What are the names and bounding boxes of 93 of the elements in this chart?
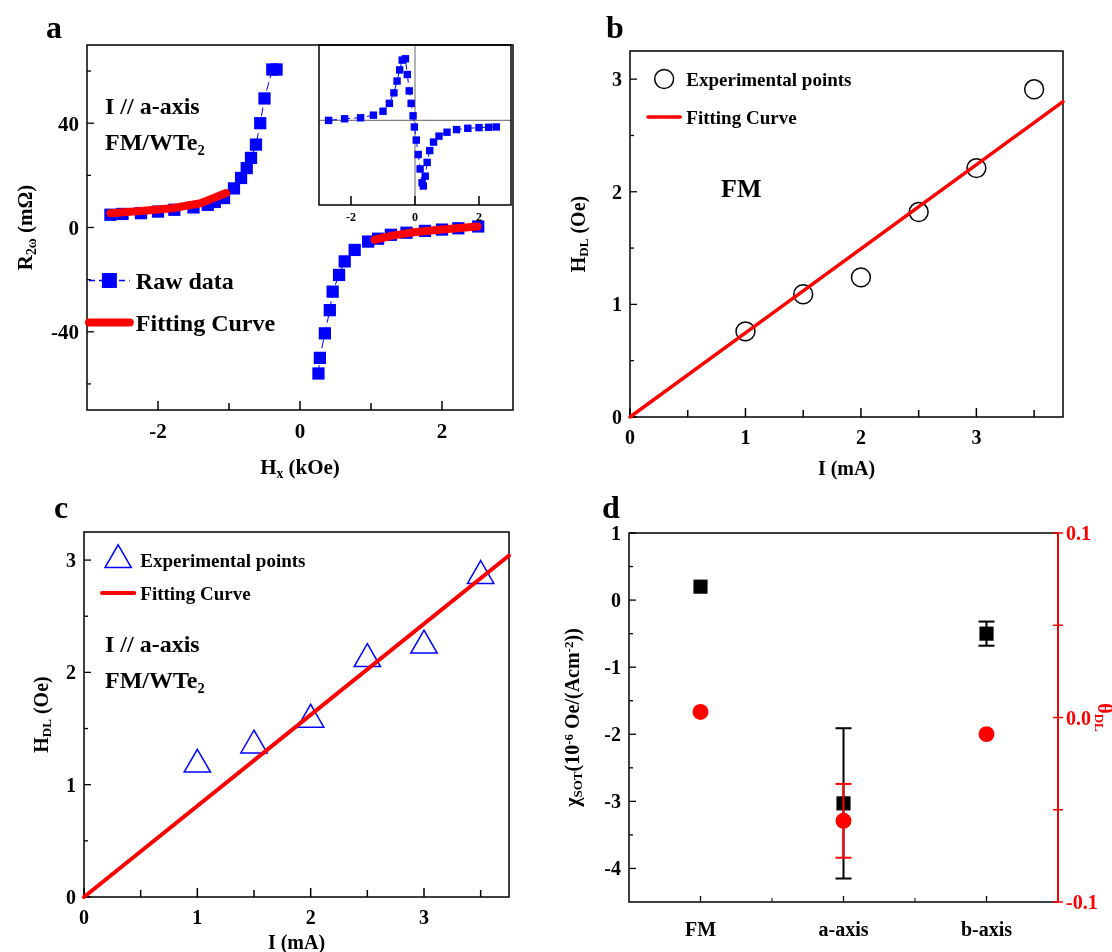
- point: [412, 136, 420, 144]
- point: [323, 304, 336, 317]
- y-tick-label: 40: [58, 111, 79, 136]
- point: [395, 66, 404, 74]
- y-tick-label: -2: [604, 723, 621, 746]
- y-tick-label: -3: [604, 790, 621, 813]
- y-tick-label: 1: [611, 522, 621, 544]
- point: [393, 77, 401, 85]
- point: [429, 138, 438, 146]
- point: [313, 351, 326, 364]
- y-tick-label: -1: [604, 656, 621, 679]
- point: [249, 138, 263, 151]
- point: [464, 124, 472, 132]
- point: [270, 63, 283, 76]
- point: [338, 255, 351, 268]
- y-tick-label: -4: [604, 857, 621, 880]
- point: [332, 268, 346, 282]
- point: [312, 367, 325, 380]
- point: [693, 579, 708, 594]
- point: [423, 158, 431, 167]
- x-tick-label: 0: [412, 210, 418, 225]
- y2-tick-label: -0.1: [1066, 891, 1098, 913]
- annotation: I // a-axis: [105, 93, 200, 119]
- x-tick-label: FM: [684, 918, 717, 940]
- annotation: FM/WTe₂: [105, 667, 205, 693]
- point: [475, 123, 483, 132]
- x-tick-label: 0: [294, 419, 306, 444]
- y-tick-label: 2: [66, 661, 76, 684]
- point: [326, 285, 339, 298]
- annotation: FM: [721, 174, 762, 203]
- x-tick-label: 2: [305, 906, 316, 928]
- legend-label: Experimental points: [686, 68, 852, 90]
- point: [850, 267, 872, 288]
- x-tick-label: 1: [740, 426, 751, 448]
- point: [348, 243, 361, 257]
- point: [692, 704, 709, 720]
- point: [978, 726, 995, 743]
- x-tick-label: -2: [149, 419, 167, 444]
- point: [793, 284, 814, 305]
- point: [1023, 79, 1045, 100]
- point: [414, 150, 422, 159]
- x-tick-label: -2: [346, 210, 356, 225]
- annotation: I // a-axis: [105, 631, 200, 657]
- point: [492, 123, 500, 131]
- x-tick-label: a-axis: [818, 918, 869, 940]
- point: [416, 165, 424, 173]
- point: [835, 812, 852, 829]
- point: [407, 99, 415, 108]
- chart-title: a: [46, 9, 62, 45]
- y-tick-label: 3: [66, 549, 76, 572]
- point: [435, 132, 443, 140]
- point: [966, 157, 987, 179]
- y-tick-label: 3: [612, 68, 622, 91]
- legend-label: Fitting Curve: [135, 309, 276, 336]
- x-tick-label: 1: [192, 906, 203, 928]
- x-tick-label: 2: [855, 426, 866, 448]
- point: [979, 626, 994, 641]
- x-axis-title: H$_{x}$ (kOe): [260, 455, 340, 481]
- point: [908, 201, 929, 223]
- point: [409, 112, 417, 120]
- x-axis-title: I (mA): [817, 457, 876, 480]
- y2-tick-label: 0.0: [1066, 706, 1091, 729]
- point: [318, 327, 331, 340]
- y-tick-label: 1: [66, 773, 76, 796]
- chart-title: b: [606, 9, 624, 45]
- point: [405, 87, 413, 95]
- legend-label: Fitting Curve: [686, 106, 797, 128]
- point: [369, 111, 378, 119]
- point: [443, 128, 451, 136]
- y-tick-label: -40: [51, 320, 79, 345]
- chart-title: d: [602, 489, 620, 525]
- x-tick-label: 3: [971, 426, 982, 448]
- point: [379, 107, 387, 115]
- chart-title: c: [54, 489, 69, 525]
- y-tick-label: 1: [612, 293, 622, 316]
- point: [254, 117, 267, 130]
- legend-label: Experimental points: [140, 549, 306, 571]
- point: [390, 89, 398, 97]
- annotation: FM/WTe₂: [105, 129, 205, 155]
- point: [410, 123, 419, 131]
- y2-tick-label: 0.1: [1066, 522, 1091, 544]
- x-tick-label: 3: [419, 906, 429, 928]
- point: [258, 92, 271, 105]
- x-tick-label: b-axis: [960, 918, 1013, 940]
- legend-label: Fitting Curve: [140, 582, 251, 604]
- y-tick-label: 0: [611, 589, 621, 612]
- y-tick-label: 2: [612, 180, 622, 203]
- legend-label: Raw data: [135, 267, 234, 294]
- x-tick-label: 2: [436, 419, 448, 444]
- point: [421, 172, 429, 180]
- point: [244, 151, 258, 165]
- y-tick-label: 0: [66, 886, 76, 908]
- point: [735, 321, 756, 342]
